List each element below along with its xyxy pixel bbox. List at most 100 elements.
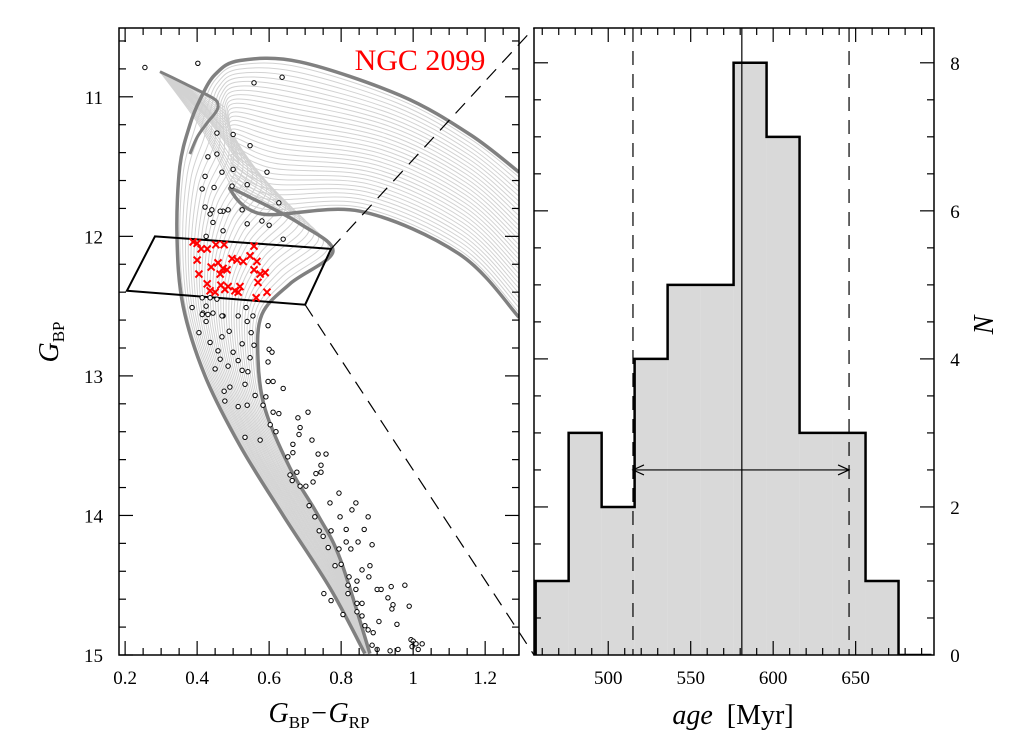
histogram-bar xyxy=(601,506,635,655)
star-point xyxy=(273,429,279,435)
star-point xyxy=(225,363,231,369)
isochrone-line xyxy=(184,71,519,654)
star-point xyxy=(285,454,291,460)
y-tick-label: 15 xyxy=(84,646,103,667)
star-point xyxy=(265,359,271,365)
star-point xyxy=(226,328,232,334)
star-point xyxy=(370,629,376,636)
isochrone-line xyxy=(187,76,519,654)
star-point xyxy=(296,431,302,438)
label-unit: [Myr] xyxy=(727,700,794,731)
star-point xyxy=(235,403,241,410)
star-point xyxy=(229,183,235,189)
star-point xyxy=(205,311,211,318)
isochrone-line xyxy=(182,67,519,654)
star-point xyxy=(345,590,351,597)
star-point xyxy=(320,533,326,540)
y-tick-label: 12 xyxy=(84,227,103,248)
star-point xyxy=(305,409,311,415)
label-subscript: BP xyxy=(289,713,310,732)
histogram-bar xyxy=(535,580,569,655)
selected-star-cross xyxy=(206,262,216,272)
selected-star-cross xyxy=(232,255,242,265)
x-tick-label: 0.2 xyxy=(113,668,137,689)
star-point xyxy=(217,356,223,362)
isochrone-line xyxy=(193,85,519,654)
selected-star-cross xyxy=(239,257,248,266)
x-tick-label: 0.6 xyxy=(257,668,281,689)
star-point xyxy=(313,470,319,477)
star-point xyxy=(413,641,419,647)
star-point xyxy=(270,409,276,415)
selected-star-cross xyxy=(260,268,270,277)
star-point xyxy=(239,207,245,213)
star-point xyxy=(207,211,213,217)
x-tick-label: 600 xyxy=(759,668,788,689)
isochrone-line xyxy=(204,102,519,654)
y-tick-label: 13 xyxy=(84,367,103,388)
star-point xyxy=(260,402,266,408)
star-point xyxy=(239,341,245,347)
star-point xyxy=(359,600,365,607)
star-point xyxy=(325,544,331,551)
selected-star-cross xyxy=(222,265,232,275)
star-point xyxy=(203,318,209,325)
star-point xyxy=(230,349,236,355)
star-point xyxy=(265,378,271,385)
connector-line-bottom xyxy=(304,304,535,656)
star-point xyxy=(247,355,253,361)
star-point xyxy=(336,546,342,552)
isochrone-line xyxy=(229,179,519,654)
star-point xyxy=(385,595,391,601)
star-point xyxy=(354,600,360,607)
star-point xyxy=(264,169,270,175)
isochrone-line xyxy=(230,162,519,654)
selected-star-cross xyxy=(233,287,243,297)
star-point xyxy=(220,228,226,234)
y-tick-label: 14 xyxy=(84,506,104,527)
star-point xyxy=(242,434,248,441)
star-point xyxy=(366,574,372,580)
star-point xyxy=(395,646,401,653)
star-point xyxy=(203,303,209,309)
star-point xyxy=(251,80,257,86)
star-point xyxy=(214,296,220,302)
star-point xyxy=(280,236,286,242)
star-point xyxy=(365,627,371,633)
star-point xyxy=(343,526,349,533)
chart-title: NGC 2099 xyxy=(355,44,486,77)
star-point xyxy=(266,222,272,228)
star-point xyxy=(328,528,334,534)
star-point xyxy=(343,539,349,545)
star-point xyxy=(248,329,254,336)
x-axis-label: GBP−GRP xyxy=(269,698,370,732)
star-point xyxy=(348,546,354,552)
star-point xyxy=(270,378,276,385)
star-point xyxy=(230,131,236,138)
y-tick-label: 8 xyxy=(950,54,960,75)
star-point xyxy=(210,310,216,316)
x-tick-label: 0.4 xyxy=(185,668,209,689)
isochrone-line xyxy=(228,141,519,654)
x-tick-label: 550 xyxy=(676,668,705,689)
x-tick-label: 0.8 xyxy=(329,668,353,689)
star-point xyxy=(365,514,371,520)
star-point xyxy=(202,173,208,180)
isochrone-line xyxy=(230,153,519,654)
star-point xyxy=(207,339,213,346)
star-point xyxy=(346,574,352,580)
isochrone-line xyxy=(230,149,519,654)
star-point xyxy=(207,295,213,301)
star-point xyxy=(353,586,359,593)
selected-star-cross xyxy=(192,239,202,248)
star-point xyxy=(214,151,220,157)
arrow-heads xyxy=(631,464,851,476)
star-point xyxy=(219,313,225,319)
selected-star-cross xyxy=(192,255,202,265)
star-point xyxy=(222,398,228,404)
star-point xyxy=(267,422,273,428)
star-point xyxy=(376,618,382,625)
star-point xyxy=(289,477,295,484)
star-point xyxy=(244,402,250,408)
star-point xyxy=(247,142,253,149)
